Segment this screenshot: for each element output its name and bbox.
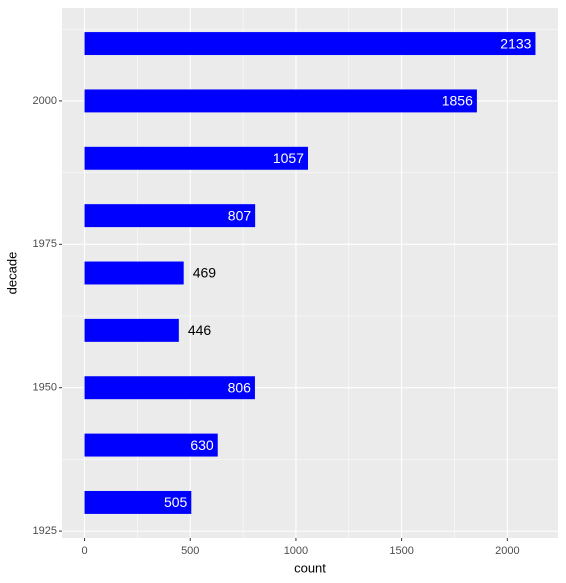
value-label: 1057	[273, 150, 304, 166]
bar	[84, 433, 218, 457]
y-tick-label: 2000	[33, 95, 57, 107]
value-label: 806	[228, 379, 252, 395]
bar	[84, 318, 179, 342]
bar	[84, 204, 256, 228]
y-axis-title: decade	[4, 252, 19, 295]
x-axis-title: count	[294, 560, 326, 575]
x-tick-label: 0	[81, 545, 87, 557]
marks: 505 630 806 446 469 807 1057 1856 2133	[84, 32, 536, 514]
value-label: 630	[190, 437, 214, 453]
bar	[84, 89, 477, 113]
bar	[84, 376, 255, 400]
y-tick-label: 1950	[33, 382, 57, 394]
bar	[84, 146, 308, 170]
value-label: 2133	[500, 35, 531, 51]
value-label: 807	[228, 207, 252, 223]
value-label: 505	[164, 494, 188, 510]
x-tick-label: 2000	[495, 545, 519, 557]
x-tick-label: 1000	[284, 545, 308, 557]
x-tick-label: 1500	[389, 545, 413, 557]
bar	[84, 32, 536, 56]
value-label: 446	[188, 322, 212, 338]
y-tick-label: 1975	[33, 238, 57, 250]
bar	[84, 490, 192, 514]
bar	[84, 261, 184, 285]
y-tick-label: 1925	[33, 525, 57, 537]
x-tick-label: 500	[181, 545, 199, 557]
value-label: 469	[193, 265, 217, 281]
value-label: 1856	[442, 93, 473, 109]
